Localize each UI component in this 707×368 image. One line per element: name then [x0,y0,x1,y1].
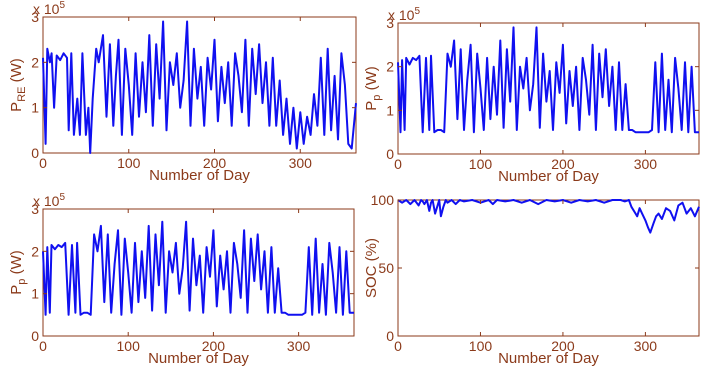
panel-pp-power-top: 0 100 200 300 0 1 2 3x 105 Number of Day Pp (W) [363,6,700,185]
x-tick-label: 200 [203,155,227,171]
y-tick-label: 1 [386,102,394,118]
series-line [42,220,354,316]
panel-soc: 0 100 200 300 0 50 100 Number of Day SOC (%) [363,192,700,367]
y-tick-label: 0 [31,145,39,161]
y-tick-label: 1 [31,100,39,116]
x-tick-label: 100 [117,155,141,171]
y-tick-label: 2 [386,59,394,75]
scale-factor-label: x 105 [388,6,420,23]
scale-factor-label: x 105 [33,192,65,209]
y-tick-label: 50 [378,260,394,276]
y-tick-label: 2 [31,243,39,259]
y-tick-label: 3 [31,201,39,217]
y-axis-label: Pp (W) [8,250,28,294]
x-tick-label: 0 [394,156,402,172]
y-tick-label: 0 [386,328,394,344]
y-tick-label: 0 [31,328,39,344]
x-tick-label: 100 [469,338,493,354]
series-line [397,26,699,134]
y-axis-label: PRE (W) [8,58,28,112]
x-tick-label: 100 [469,156,493,172]
y-tick-label: 100 [371,192,395,208]
y-axis-label: Pp (W) [363,66,383,110]
panel-pp-power-bottom: 0 100 200 300 0 1 2 3x 105 Number of Day Pp (W) [8,192,355,367]
x-tick-label: 0 [39,155,47,171]
y-tick-label: 3 [31,9,39,25]
x-tick-label: 0 [394,338,402,354]
y-tick-label: 2 [31,54,39,70]
x-axis-label: Number of Day [148,350,249,367]
x-axis-label: Number of Day [498,168,599,185]
x-tick-label: 200 [202,338,226,354]
x-tick-label: 300 [289,155,313,171]
series-line [42,20,357,154]
x-axis-label: Number of Day [149,167,250,184]
series-line [397,199,700,234]
y-tick-label: 1 [31,286,39,302]
x-tick-label: 200 [551,156,575,172]
x-tick-label: 300 [634,338,658,354]
x-tick-label: 0 [39,338,47,354]
y-tick-label: 3 [386,15,394,31]
scale-factor-label: x 105 [33,0,65,17]
x-axis-label: Number of Day [498,350,599,367]
y-axis-label: SOC (%) [363,238,380,298]
x-tick-label: 200 [551,338,575,354]
panel-pre-power: 0 100 200 300 0 1 2 3x 105 Number of Day PRE (W) [8,0,357,184]
y-tick-label: 0 [386,146,394,162]
x-tick-label: 300 [634,156,658,172]
x-tick-label: 100 [117,338,141,354]
x-tick-label: 300 [287,338,311,354]
